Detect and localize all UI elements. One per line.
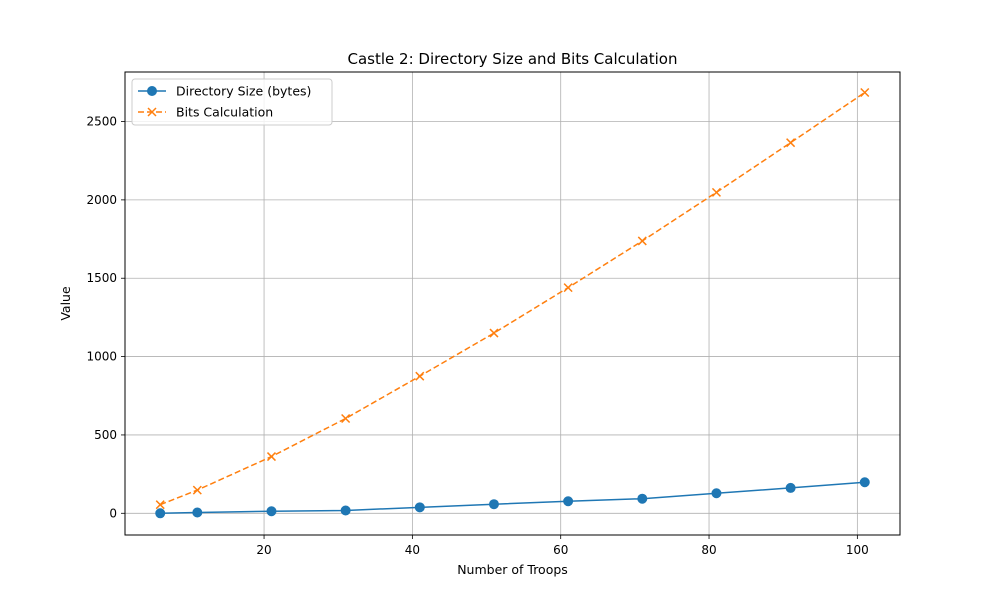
data-point bbox=[637, 493, 648, 504]
x-tick-label: 60 bbox=[553, 543, 568, 557]
data-point bbox=[192, 507, 203, 518]
data-point bbox=[192, 485, 202, 495]
data-point bbox=[414, 502, 425, 513]
x-axis-label: Number of Troops bbox=[457, 562, 568, 577]
data-point bbox=[786, 138, 796, 148]
x-tick-label: 40 bbox=[405, 543, 420, 557]
data-point bbox=[155, 500, 165, 510]
data-point bbox=[341, 413, 351, 424]
y-tick-label: 1000 bbox=[86, 350, 117, 364]
series-line bbox=[159, 91, 866, 506]
x-tick-label: 80 bbox=[701, 543, 716, 557]
legend: Directory Size (bytes) Bits Calculation bbox=[131, 78, 333, 126]
y-tick-label: 2500 bbox=[86, 115, 117, 129]
data-point bbox=[340, 505, 351, 516]
data-point bbox=[711, 488, 722, 499]
data-point bbox=[859, 477, 870, 488]
series-2 bbox=[155, 87, 870, 510]
legend-box bbox=[131, 78, 333, 126]
data-point bbox=[147, 86, 157, 96]
x-tick-label: 100 bbox=[846, 543, 869, 557]
data-point bbox=[711, 187, 721, 197]
y-tick-label: 1500 bbox=[86, 271, 117, 285]
data-point bbox=[785, 482, 796, 493]
legend-item: Directory Size (bytes) bbox=[138, 84, 311, 99]
legend-label: Bits Calculation bbox=[176, 105, 273, 120]
data-point bbox=[637, 236, 647, 246]
plot-frame bbox=[124, 71, 901, 536]
legend-item: Bits Calculation bbox=[138, 105, 273, 120]
y-tick-label: 0 bbox=[109, 506, 117, 520]
data-point bbox=[489, 328, 499, 338]
data-point bbox=[266, 506, 277, 517]
data-point bbox=[266, 452, 277, 462]
series-layer bbox=[155, 87, 870, 519]
y-axis-label: Value bbox=[58, 286, 73, 321]
data-point bbox=[147, 107, 157, 117]
grid-lines bbox=[125, 72, 900, 535]
legend-label: Directory Size (bytes) bbox=[176, 84, 311, 99]
data-point bbox=[563, 283, 573, 293]
data-point bbox=[415, 371, 425, 381]
series-1 bbox=[155, 477, 870, 519]
data-point bbox=[155, 508, 166, 519]
chart-title: Castle 2: Directory Size and Bits Calcul… bbox=[348, 50, 678, 68]
data-point bbox=[488, 499, 499, 510]
y-tick-label: 2000 bbox=[86, 193, 117, 207]
y-tick-label: 500 bbox=[94, 428, 117, 442]
data-point bbox=[860, 87, 870, 98]
x-tick-label: 20 bbox=[256, 543, 271, 557]
data-point bbox=[563, 496, 574, 507]
